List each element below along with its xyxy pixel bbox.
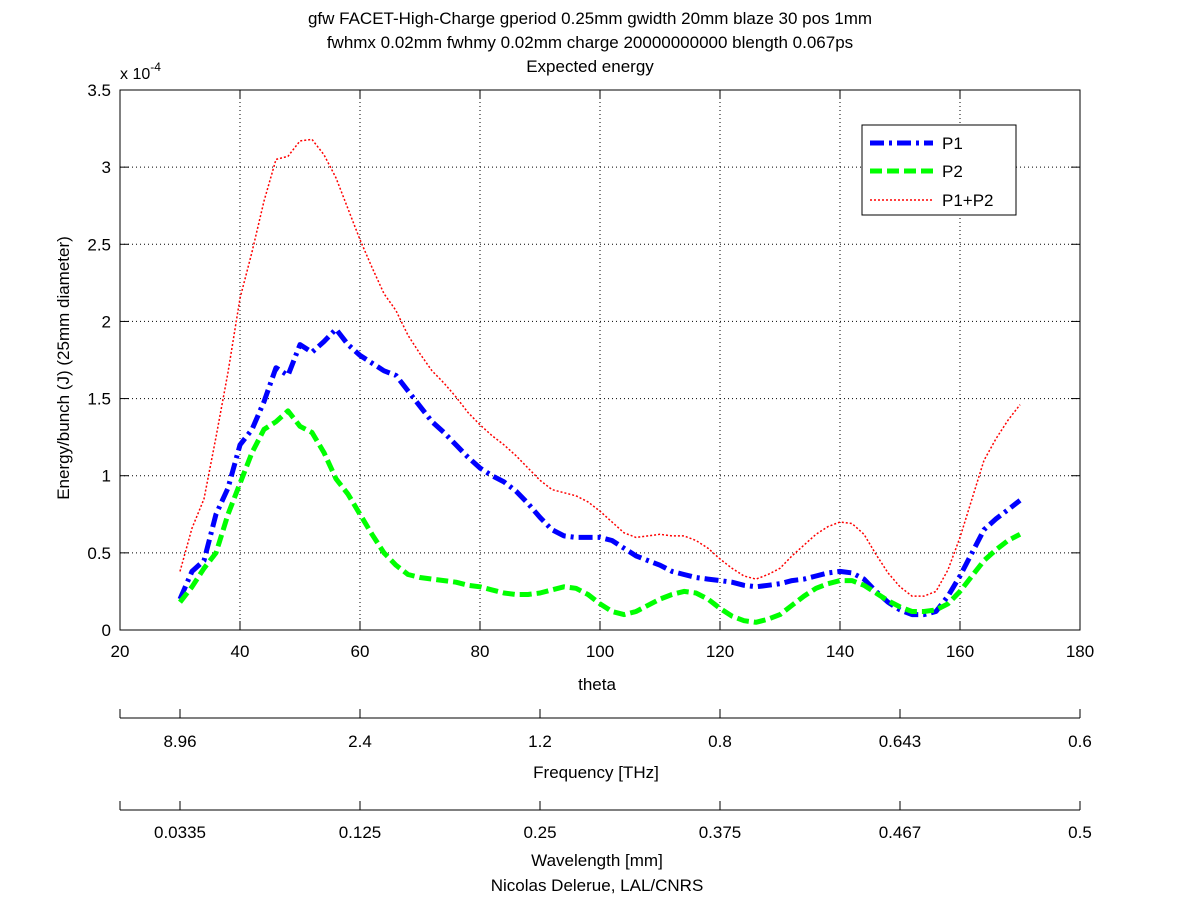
y-multiplier: x 10-4	[120, 60, 161, 83]
y-tick-label: 1.5	[87, 390, 111, 409]
y-axis-label: Energy/bunch (J) (25mm diameter)	[54, 236, 73, 500]
wavelength-axis: 0.0335 0.125 0.25 0.375 0.467 0.5 Wavelength …	[119, 801, 1092, 870]
x-tick-label: 80	[471, 642, 490, 661]
frequency-axis-ticks: 8.96 2.4 1.2 0.8 0.643 0.6	[119, 709, 1092, 751]
wavelength-axis-label: Wavelength [mm]	[531, 851, 663, 870]
x-tick-label: 100	[586, 642, 614, 661]
x-tick-label: 160	[946, 642, 974, 661]
wavelength-tick-label: 0.5	[1068, 823, 1092, 842]
y-tick-label: 1	[102, 467, 111, 486]
y-axis-ticks: 0 0.5 1 1.5 2 2.5 3 3.5	[87, 81, 1080, 640]
frequency-axis-label: Frequency [THz]	[533, 763, 659, 782]
wavelength-tick-label: 0.467	[879, 823, 922, 842]
legend-label-p1: P1	[942, 134, 963, 153]
frequency-tick-label: 2.4	[348, 732, 372, 751]
wavelength-tick-label: 0.125	[339, 823, 382, 842]
x-axis-label: theta	[578, 675, 616, 694]
x-axis-ticks: 20 40 60 80 100 120 140 160 180	[111, 90, 1094, 661]
series-line-p2	[178, 408, 1022, 625]
y-multiplier-base: x 10	[120, 66, 150, 83]
y-tick-label: 2.5	[87, 235, 111, 254]
frequency-tick-label: 0.643	[879, 732, 922, 751]
y-tick-label: 2	[102, 312, 111, 331]
x-tick-label: 140	[826, 642, 854, 661]
y-tick-label: 0.5	[87, 544, 111, 563]
y-tick-label: 0	[102, 621, 111, 640]
x-tick-label: 120	[706, 642, 734, 661]
credit-line: Nicolas Delerue, LAL/CNRS	[491, 876, 704, 895]
x-tick-label: 180	[1066, 642, 1094, 661]
data-series	[177, 138, 1022, 625]
wavelength-tick-label: 0.25	[523, 823, 556, 842]
legend-label-p1p2: P1+P2	[942, 191, 994, 210]
frequency-tick-label: 0.6	[1068, 732, 1092, 751]
chart-title-line-1: gfw FACET-High-Charge gperiod 0.25mm gwi…	[308, 9, 872, 28]
x-tick-label: 20	[111, 642, 130, 661]
y-tick-label: 3	[102, 158, 111, 177]
wavelength-tick-label: 0.375	[699, 823, 742, 842]
series-line-p1-p2	[179, 138, 1021, 597]
frequency-tick-label: 8.96	[163, 732, 196, 751]
y-multiplier-exponent: -4	[150, 60, 161, 74]
series-line-p1	[177, 326, 1022, 618]
wavelength-axis-ticks: 0.0335 0.125 0.25 0.375 0.467 0.5	[119, 801, 1092, 842]
legend-label-p2: P2	[942, 162, 963, 181]
chart-title-line-2: fwhmx 0.02mm fwhmy 0.02mm charge 2000000…	[327, 33, 853, 52]
frequency-tick-label: 1.2	[528, 732, 552, 751]
wavelength-tick-label: 0.0335	[154, 823, 206, 842]
legend: P1 P2 P1+P2	[861, 124, 1017, 216]
frequency-axis: 8.96 2.4 1.2 0.8 0.643 0.6 Frequency [THz]	[119, 709, 1092, 782]
x-tick-label: 40	[231, 642, 250, 661]
chart-title-line-3: Expected energy	[526, 57, 654, 76]
frequency-tick-label: 0.8	[708, 732, 732, 751]
y-tick-label: 3.5	[87, 81, 111, 100]
grid-lines	[120, 90, 1080, 630]
x-tick-label: 60	[351, 642, 370, 661]
